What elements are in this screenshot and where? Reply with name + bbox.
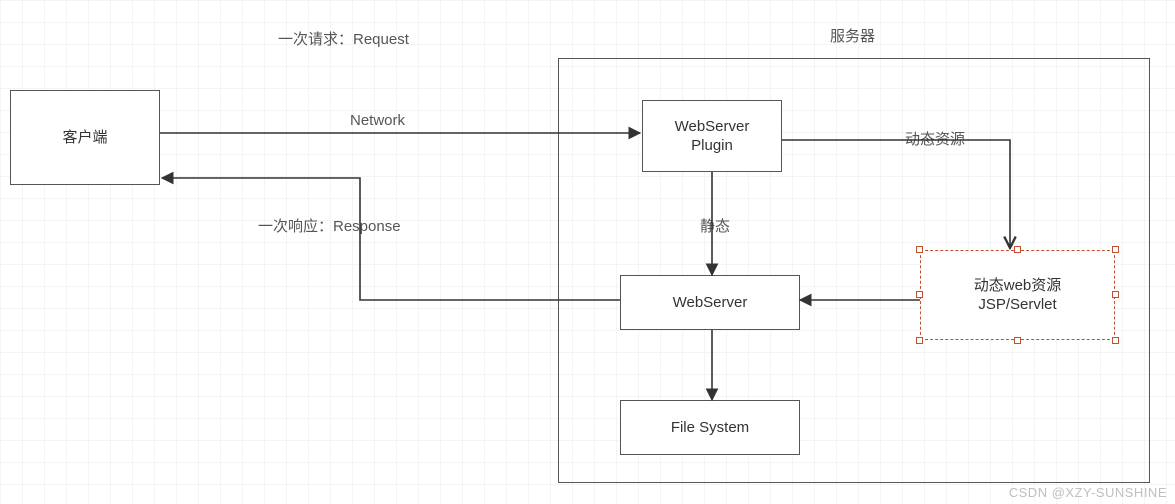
node-webserver-plugin-label: WebServer Plugin [675,117,750,156]
node-client-label: 客户端 [62,128,107,148]
watermark: CSDN @XZY-SUNSHINE [1009,485,1167,500]
node-webserver: WebServer [620,275,800,330]
node-filesystem: File System [620,400,800,455]
label-server: 服务器 [830,25,875,46]
resize-handle-icon[interactable] [1112,246,1119,253]
label-dynamic-res: 动态资源 [905,128,965,149]
label-network: Network [350,112,405,129]
node-webserver-label: WebServer [673,293,748,313]
node-client: 客户端 [10,90,160,185]
resize-handle-icon[interactable] [1014,246,1021,253]
node-dynamic-label: 动态web资源 JSP/Servlet [974,276,1062,315]
resize-handle-icon[interactable] [1112,337,1119,344]
node-dynamic[interactable]: 动态web资源 JSP/Servlet [920,250,1115,340]
label-static: 静态 [700,215,730,236]
label-response: 一次响应：Response [258,215,401,236]
node-filesystem-label: File System [671,418,749,438]
node-webserver-plugin: WebServer Plugin [642,100,782,172]
resize-handle-icon[interactable] [1014,337,1021,344]
resize-handle-icon[interactable] [916,337,923,344]
edge-response [162,178,620,300]
resize-handle-icon[interactable] [1112,291,1119,298]
resize-handle-icon[interactable] [916,291,923,298]
label-request: 一次请求：Request [278,28,409,49]
resize-handle-icon[interactable] [916,246,923,253]
